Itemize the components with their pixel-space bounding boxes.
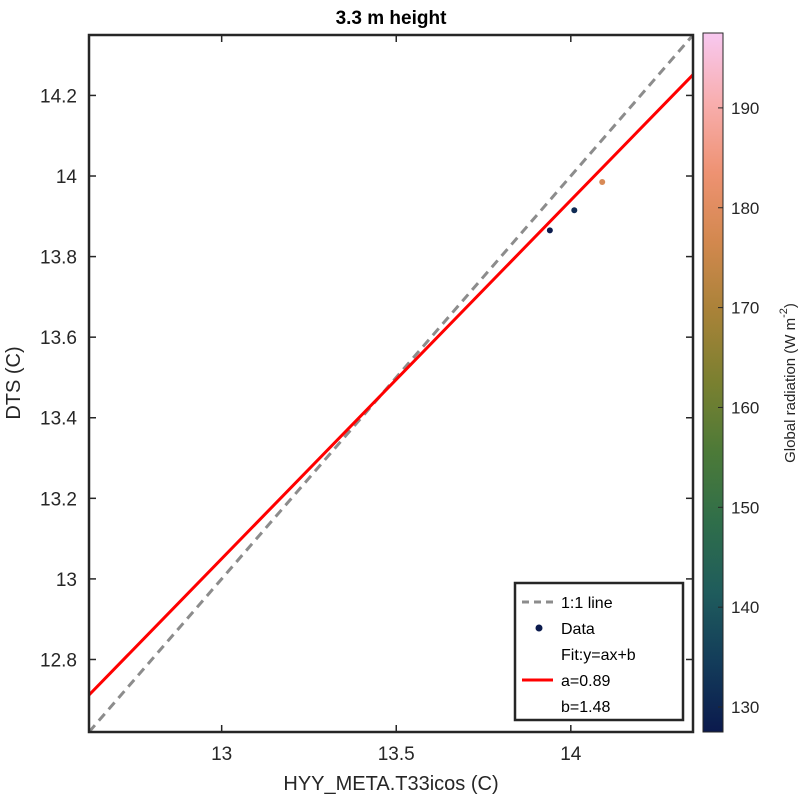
colorbar-label-superscript: -2: [778, 308, 790, 318]
plot-area: [89, 35, 693, 732]
x-axis-label: HYY_META.T33icos (C): [283, 773, 498, 795]
fit-line: [89, 73, 693, 697]
colorbar-tick-label: 170: [731, 299, 759, 318]
y-tick-label: 13.4: [40, 409, 77, 430]
data-point-1: [571, 207, 578, 214]
colorbar-tick-label: 150: [731, 498, 759, 517]
legend-label-data: Data: [561, 621, 595, 638]
one-to-one-line: [89, 35, 693, 732]
legend-swatch-data: [535, 624, 543, 632]
y-tick-label: 14.2: [40, 86, 77, 107]
data-point-0: [546, 227, 553, 234]
colorbar-tick-label: 160: [731, 398, 759, 417]
x-tick-label: 14: [560, 744, 582, 765]
legend: 1:1 line Data Fit:y=ax+b a=0.89 b=1.48: [513, 581, 685, 722]
y-axis: 12.8 13 13.2 13.4 13.6 13.8 14 14.2: [40, 86, 693, 671]
legend-label-fit: Fit:y=ax+b: [561, 647, 636, 664]
x-tick-label: 13.5: [378, 744, 415, 765]
colorbar-tick-label: 190: [731, 99, 759, 118]
y-tick-label: 12.8: [40, 650, 77, 671]
colorbar-label-close: ): [782, 303, 799, 308]
colorbar-label-main: Global radiation (W m: [782, 318, 799, 463]
data-point-2: [599, 179, 606, 186]
y-tick-label: 13.8: [40, 248, 77, 269]
y-axis-label: DTS (C): [3, 346, 25, 419]
y-tick-label: 14: [56, 167, 78, 188]
x-tick-label: 13: [211, 744, 232, 765]
y-tick-label: 13: [56, 570, 77, 591]
y-tick-label: 13.2: [40, 489, 77, 510]
y-tick-label: 13.6: [40, 328, 77, 349]
colorbar-tick-label: 140: [731, 598, 759, 617]
x-axis: 13 13.5 14: [211, 35, 582, 765]
colorbar-tick-label: 180: [731, 199, 759, 218]
legend-box: [513, 581, 685, 722]
chart-title: 3.3 m height: [336, 8, 448, 29]
colorbar-label: Global radiation (W m-2): [778, 303, 799, 463]
plot-frame: [87, 33, 695, 734]
colorbar-axis: 130 140 150 160 170 180 190: [718, 99, 759, 717]
legend-label-fit-b: b=1.48: [561, 699, 610, 716]
colorbar-tick-label: 130: [731, 698, 759, 717]
colorbar: [702, 32, 724, 733]
legend-label-1-1-line: 1:1 line: [561, 595, 613, 612]
legend-label-fit-a: a=0.89: [561, 673, 610, 690]
